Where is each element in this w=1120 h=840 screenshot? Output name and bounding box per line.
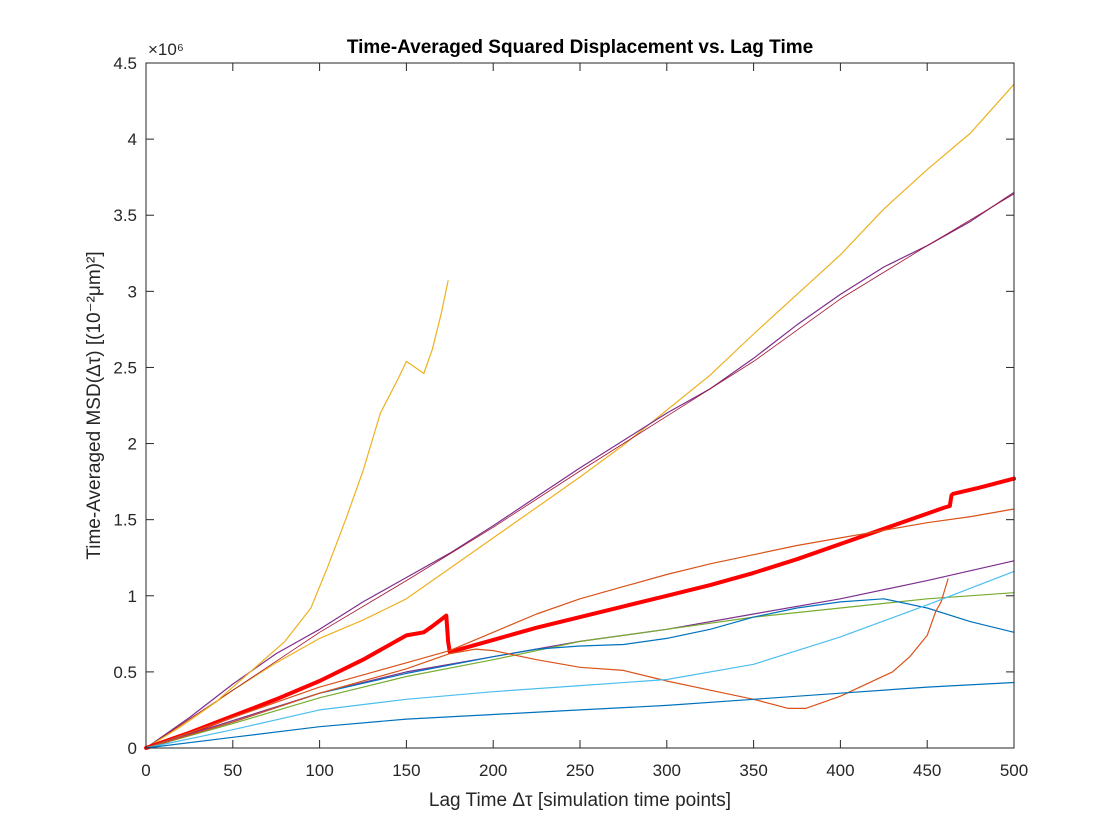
series-line-4 <box>145 280 449 749</box>
y-tick-label: 2.5 <box>113 358 137 377</box>
series-line-11 <box>145 570 1015 749</box>
y-tick-label: 3 <box>128 282 137 301</box>
x-tick-label: 150 <box>392 761 420 780</box>
series-line-6 <box>145 508 1015 749</box>
chart-title: Time-Averaged Squared Displacement vs. L… <box>347 37 813 58</box>
x-tick-label: 250 <box>566 761 594 780</box>
y-tick-label: 1 <box>128 587 137 606</box>
series-line-1 <box>145 83 1015 749</box>
x-tick-label: 100 <box>305 761 333 780</box>
y-axis-ticks: 0 0.5 1 1.5 2 2.5 3 3.5 4 4.5 <box>113 54 1014 758</box>
y-tick-label: 2 <box>128 435 137 454</box>
y-tick-label: 3.5 <box>113 206 137 225</box>
x-tick-label: 300 <box>653 761 681 780</box>
y-tick-label: 1.5 <box>113 511 137 530</box>
x-axis-ticks: 0 50 100 150 200 250 300 350 400 450 500 <box>141 63 1028 780</box>
series-line-2 <box>145 191 1015 749</box>
x-tick-label: 200 <box>479 761 507 780</box>
x-tick-label: 0 <box>141 761 150 780</box>
x-tick-label: 400 <box>826 761 854 780</box>
series-line-5 <box>144 476 1016 750</box>
x-axis-label: Lag Time Δτ [simulation time points] <box>429 790 731 811</box>
x-tick-label: 50 <box>223 761 242 780</box>
x-tick-label: 500 <box>1000 761 1028 780</box>
y-axis-label: Time-Averaged MSD(Δτ) [(10⁻²μm)²] <box>84 251 105 559</box>
y-tick-label: 0.5 <box>113 663 137 682</box>
x-tick-label: 350 <box>739 761 767 780</box>
x-tick-label: 450 <box>913 761 941 780</box>
series-line-12 <box>145 681 1015 749</box>
y-tick-label: 0 <box>128 739 137 758</box>
series-line-10 <box>145 578 949 749</box>
y-tick-label: 4.5 <box>113 54 137 73</box>
series-line-3 <box>145 193 1015 749</box>
series-line-8 <box>145 592 1015 749</box>
series-layer <box>144 83 1016 750</box>
y-axis-multiplier: ×10⁶ <box>148 40 184 59</box>
y-tick-label: 4 <box>128 130 137 149</box>
series-line-9 <box>145 598 1015 749</box>
